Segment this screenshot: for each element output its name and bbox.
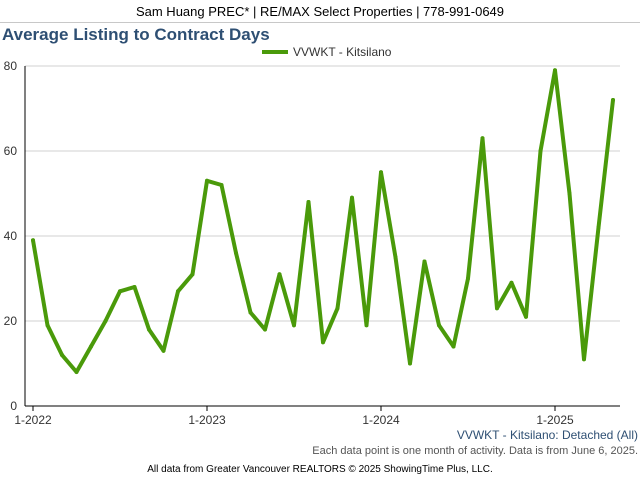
data-point <box>74 370 79 374</box>
data-point <box>161 348 166 353</box>
y-tick-label: 40 <box>4 229 18 243</box>
data-point <box>611 98 615 102</box>
data-point <box>205 178 209 183</box>
header-banner-text: Sam Huang PREC* | RE/MAX Select Properti… <box>135 3 505 19</box>
data-point <box>553 68 557 73</box>
data-point <box>509 280 514 285</box>
data-point <box>60 353 64 357</box>
data-point <box>350 195 354 200</box>
x-tick-label: 1-2022 <box>14 413 52 427</box>
data-point <box>190 272 195 277</box>
data-point <box>567 191 572 196</box>
series-layer <box>31 68 615 374</box>
data-point <box>422 259 427 264</box>
data-point <box>364 323 369 328</box>
y-tick-label: 80 <box>4 59 18 73</box>
data-point <box>292 323 296 328</box>
tick-labels: 0 20 40 60 80 1-2022 1-2023 1-2024 1-2025 <box>4 59 574 427</box>
axes <box>24 66 620 411</box>
data-point <box>103 319 108 323</box>
data-point <box>466 276 470 281</box>
data-point <box>480 136 485 141</box>
x-tick-label: 1-2023 <box>188 413 226 427</box>
data-point <box>451 344 456 349</box>
chart-legend: VVWKT - Kitsilano <box>262 45 391 59</box>
data-point <box>393 255 398 260</box>
data-point <box>45 323 50 328</box>
legend-swatch <box>262 50 288 54</box>
activity-note: Each data point is one month of activity… <box>312 445 638 457</box>
data-point <box>335 306 340 311</box>
header-banner: Sam Huang PREC* | RE/MAX Select Properti… <box>0 0 640 23</box>
data-point <box>219 183 224 187</box>
data-point <box>408 361 412 366</box>
data-point <box>31 238 35 243</box>
data-point <box>582 357 586 362</box>
data-point <box>596 225 601 230</box>
data-point <box>495 306 499 311</box>
data-point <box>118 289 122 294</box>
data-point <box>132 285 137 289</box>
chart-title: Average Listing to Contract Days <box>2 25 270 44</box>
data-point <box>248 310 253 315</box>
data-point <box>147 327 151 332</box>
data-point <box>89 344 93 349</box>
data-point <box>176 289 180 294</box>
data-point <box>379 170 383 175</box>
data-point <box>277 272 282 277</box>
source-note: All data from Greater Vancouver REALTORS… <box>147 464 493 475</box>
y-tick-label: 60 <box>4 144 18 158</box>
x-tick-label: 1-2025 <box>536 413 574 427</box>
data-point <box>263 327 267 332</box>
y-tick-label: 20 <box>4 314 18 328</box>
legend-label: VVWKT - Kitsilano <box>293 45 392 59</box>
data-point <box>234 251 238 255</box>
y-tick-label: 0 <box>10 399 17 413</box>
series-caption: VVWKT - Kitsilano: Detached (All) <box>456 428 638 442</box>
x-tick-label: 1-2024 <box>362 413 400 427</box>
series-line <box>31 68 615 374</box>
data-point <box>437 323 441 328</box>
data-point <box>538 149 543 153</box>
data-point <box>321 340 325 345</box>
data-point <box>524 314 528 319</box>
data-point <box>306 200 311 204</box>
